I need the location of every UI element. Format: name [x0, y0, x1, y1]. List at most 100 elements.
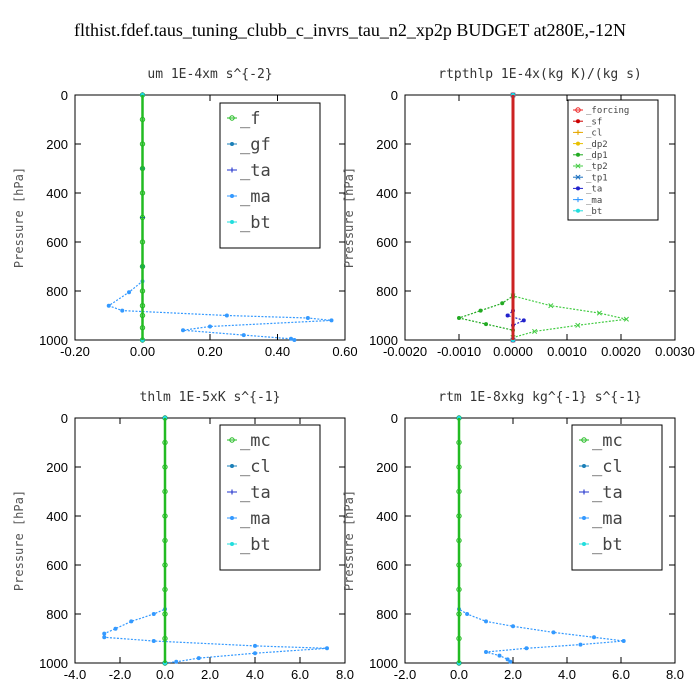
legend-box	[219, 102, 321, 249]
data-point	[113, 626, 118, 631]
y-tick-label: 200	[46, 460, 68, 475]
x-tick-label: -4.0	[64, 667, 86, 682]
legend-marker	[230, 220, 234, 224]
legend: _f _gf _ta _ma _bt	[219, 102, 321, 249]
y-tick-label: 0	[61, 411, 68, 426]
legend-marker	[230, 194, 234, 198]
legend-marker	[575, 107, 581, 113]
data-point	[621, 638, 626, 643]
legend-label: _dp2	[586, 140, 608, 150]
legend-marker	[582, 542, 586, 546]
chart-title: um 1E-4xm s^{-2}	[147, 67, 272, 82]
data-point	[289, 336, 293, 341]
y-tick-label: 1000	[369, 333, 398, 348]
data-point	[596, 310, 602, 316]
legend-marker	[582, 464, 586, 468]
series-line-ma	[458, 418, 624, 663]
data-point	[102, 635, 107, 640]
legend-marker	[576, 119, 580, 124]
x-tick-label: 0.40	[265, 344, 290, 359]
legend-box	[219, 424, 321, 571]
x-tick-label: 4.0	[246, 667, 264, 682]
x-tick-label: -0.0010	[437, 344, 481, 359]
x-tick-label: 0.20	[197, 344, 222, 359]
y-tick-label: 0	[61, 88, 68, 103]
data-point	[500, 301, 505, 306]
legend-marker	[575, 129, 581, 135]
x-tick-label: -0.20	[60, 344, 90, 359]
y-tick-label: 400	[376, 509, 398, 524]
legend-label: _cl	[240, 457, 271, 477]
legend-label: _sf	[586, 117, 602, 127]
data-point	[305, 315, 310, 320]
series-line-dp1	[456, 95, 514, 340]
data-point	[151, 638, 156, 643]
data-point	[465, 612, 470, 616]
data-point	[325, 646, 329, 651]
data-point	[241, 333, 246, 338]
chart-title: rtpthlp 1E-4x(kg K)/(kg s)	[438, 67, 642, 82]
legend-marker	[576, 152, 580, 157]
y-tick-label: 600	[376, 235, 398, 250]
legend-label: _dp1	[586, 151, 608, 161]
plot-frame	[404, 417, 676, 664]
x-tick-label: 6.0	[612, 667, 630, 682]
y-tick-label: 800	[376, 284, 398, 299]
legend-marker	[575, 163, 581, 169]
plot-frame	[404, 94, 676, 341]
data-point	[578, 642, 583, 647]
legend-marker	[229, 115, 235, 121]
legend: _forcing_sf _cl_dp2_dp1_tp2_tp1 _ta_ma_bt	[567, 99, 659, 221]
chart-panel-1: um 1E-4xm s^{-2} 0 200 400 600 800 1000-0.20 0.…	[12, 67, 358, 359]
y-tick-label: 200	[46, 137, 68, 152]
y-tick-label: 800	[376, 607, 398, 622]
x-tick-label: 2.0	[201, 667, 219, 682]
data-point	[106, 303, 111, 308]
legend-label: _bt	[240, 535, 271, 555]
legend-marker	[230, 464, 234, 468]
legend-label: _ta	[592, 483, 623, 503]
data-point	[174, 659, 179, 664]
legend-label: _tp2	[586, 162, 608, 172]
series-line-ma	[103, 418, 328, 664]
legend-label: _ma	[240, 187, 271, 207]
legend-label: _gf	[240, 135, 271, 155]
y-axis-label: Pressure [hPa]	[342, 490, 356, 591]
data-point	[253, 643, 257, 648]
x-tick-label: 8.0	[666, 667, 684, 682]
legend-label: _ta	[586, 185, 602, 195]
legend-marker	[576, 186, 580, 191]
legend-label: _ma	[592, 509, 623, 529]
data-point	[120, 308, 125, 313]
data-point	[478, 308, 483, 313]
data-point	[505, 657, 510, 662]
legend-label: _bt	[240, 213, 271, 233]
x-tick-label: -2.0	[109, 667, 131, 682]
y-axis-label: Pressure [hPa]	[12, 167, 26, 268]
x-tick-label: 0.00	[130, 344, 155, 359]
legend-box	[571, 424, 663, 571]
series-line-tp2	[512, 95, 627, 339]
x-tick-label: 0.0	[156, 667, 174, 682]
legend-marker	[582, 516, 586, 520]
legend-marker	[230, 516, 234, 520]
legend-label: _cl	[592, 457, 623, 477]
legend-label: _forcing	[586, 106, 629, 116]
x-tick-label: -0.0020	[383, 344, 427, 359]
data-point	[511, 624, 515, 629]
x-tick-label: 4.0	[558, 667, 576, 682]
legend-marker	[575, 174, 581, 180]
x-tick-label: 8.0	[336, 667, 354, 682]
x-tick-label: 0.0020	[601, 344, 641, 359]
legend-label: _ma	[240, 509, 271, 529]
data-point	[521, 318, 526, 323]
data-point	[484, 649, 488, 654]
data-point	[592, 635, 596, 640]
x-tick-label: -2.0	[394, 667, 416, 682]
x-tick-label: 0.60	[332, 344, 357, 359]
legend-marker	[230, 542, 234, 546]
legend: _mc _cl _ta _ma _bt	[571, 424, 663, 571]
y-tick-label: 800	[46, 284, 68, 299]
legend-label: _cl	[586, 129, 602, 139]
